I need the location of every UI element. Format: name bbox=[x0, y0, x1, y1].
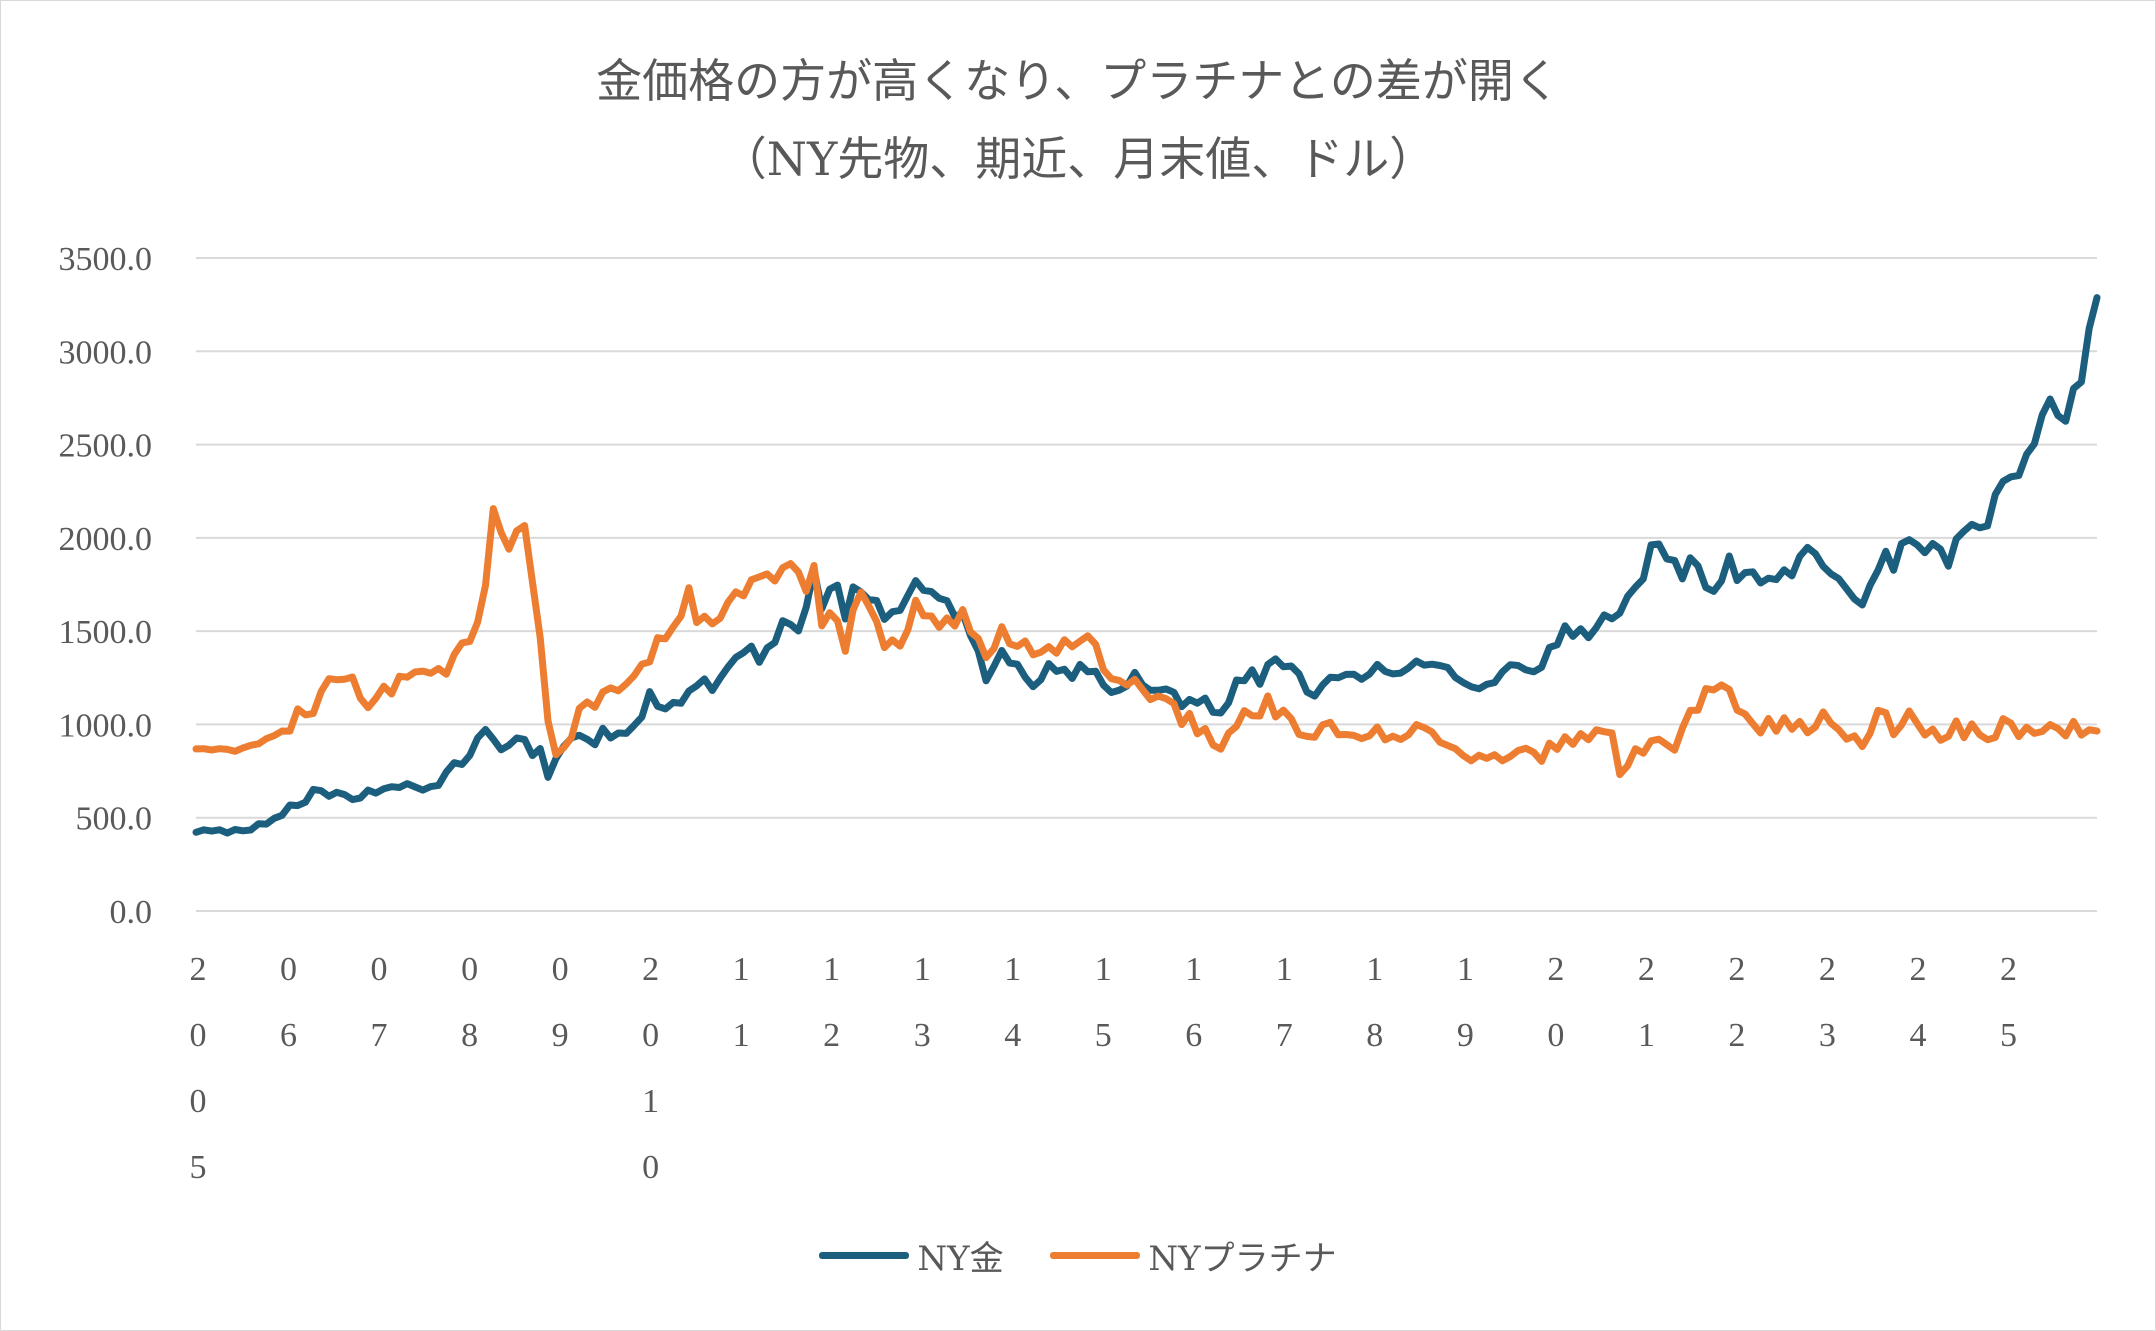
chart-title: 金価格の方が高くなり、プラチナとの差が開く （NY先物、期近、月末値、ドル） bbox=[0, 42, 2156, 198]
chart-subtitle: （NY先物、期近、月末値、ドル） bbox=[720, 132, 1436, 186]
legend-label-gold: NY金 bbox=[917, 1239, 1004, 1279]
gridlines bbox=[196, 257, 2097, 912]
x-axis-ticks: 2 0 0 5 0 6 0 7 0 8 0 9 2 0 1 0 1 1 1 2 1 3 1 4 1 5 1 6 1 7 1 8 1 9 2 0 2 1 2 2… bbox=[190, 951, 2017, 1186]
legend: NY金 NYプラチナ bbox=[0, 1228, 2156, 1280]
chart-title-line1: 金価格の方が高くなり、プラチナとの差が開く bbox=[596, 54, 1560, 108]
series-line-gold bbox=[192, 294, 2101, 837]
y-tick-label: 0.0 bbox=[110, 894, 153, 931]
series-lines bbox=[192, 294, 2101, 837]
legend-label-platinum: NYプラチナ bbox=[1148, 1239, 1337, 1279]
y-axis-ticks: 0.0 500.0 1000.0 1500.0 2000.0 2500.0 3000.0 35… bbox=[59, 241, 153, 931]
series-line-platinum bbox=[192, 505, 2101, 779]
y-tick-label: 1500.0 bbox=[59, 614, 153, 651]
y-tick-label: 1000.0 bbox=[59, 707, 153, 744]
y-tick-label: 2500.0 bbox=[59, 428, 153, 465]
legend-item-gold: NY金 bbox=[819, 1231, 1004, 1280]
y-tick-label: 3500.0 bbox=[59, 241, 153, 278]
legend-item-platinum: NYプラチナ bbox=[1050, 1231, 1337, 1280]
y-tick-label: 3000.0 bbox=[59, 334, 153, 371]
legend-swatch-gold bbox=[819, 1252, 910, 1259]
legend-swatch-platinum bbox=[1050, 1252, 1141, 1259]
y-tick-label: 500.0 bbox=[76, 801, 153, 838]
y-tick-label: 2000.0 bbox=[59, 521, 153, 558]
